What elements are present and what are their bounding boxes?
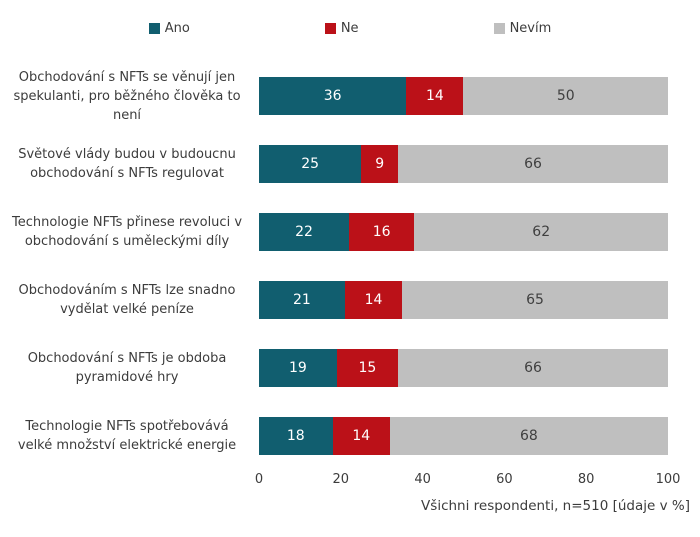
bar-track: 21 14 65 bbox=[259, 281, 668, 319]
legend-swatch-nevim bbox=[493, 23, 505, 34]
bar-value-label: 66 bbox=[524, 360, 542, 376]
chart-row: Světové vlády budou v budoucnu obchodová… bbox=[0, 130, 700, 198]
chart-footnote: Všichni respondenti, n=510 [údaje v %] bbox=[421, 498, 690, 514]
category-label: Obchodování s NFTs je obdoba pyramidové … bbox=[27, 351, 227, 385]
legend-label: Ano bbox=[164, 21, 190, 36]
bar-value-label: 36 bbox=[323, 88, 342, 104]
bar-segment-nevim: 65 bbox=[402, 281, 668, 319]
bar-track: 22 16 62 bbox=[259, 213, 668, 251]
bar-segment-ne: 15 bbox=[336, 349, 399, 387]
bar-value-label: 9 bbox=[375, 156, 385, 172]
x-axis-ticks: 0 20 40 60 80 100 bbox=[255, 472, 681, 489]
bar-segment-ano: 22 bbox=[259, 213, 349, 251]
bar-segment-nevim: 62 bbox=[414, 213, 668, 251]
bar-value-label: 68 bbox=[520, 428, 538, 444]
chart-legend: Ano Ne Nevím bbox=[0, 0, 700, 36]
category-label: Obchodováním s NFTs lze snadno vydělat v… bbox=[18, 283, 236, 317]
legend-item-ne: Ne bbox=[324, 21, 359, 36]
bar-segment-ne: 9 bbox=[361, 145, 399, 183]
bar-segment-ne: 14 bbox=[332, 417, 390, 455]
category-label: Technologie NFTs spotřebovává velké množ… bbox=[17, 419, 237, 453]
bar-segment-ne: 14 bbox=[406, 77, 464, 115]
bar-value-label: 66 bbox=[524, 156, 542, 172]
x-axis-spacer bbox=[0, 472, 252, 489]
x-axis-tick: 0 bbox=[254, 472, 264, 487]
bar-track: 18 14 68 bbox=[259, 417, 668, 455]
bar-value-label: 21 bbox=[293, 292, 311, 308]
legend-swatch-ano bbox=[148, 23, 160, 34]
bar-segment-ne: 16 bbox=[348, 213, 415, 251]
bar-value-label: 22 bbox=[295, 224, 313, 240]
bar-track: 19 15 66 bbox=[259, 349, 668, 387]
x-axis-tick: 100 bbox=[655, 472, 681, 487]
x-axis: 0 20 40 60 80 100 bbox=[0, 472, 700, 489]
bar-track: 25 9 66 bbox=[259, 145, 668, 183]
bar-value-label: 15 bbox=[358, 360, 377, 376]
bar-segment-nevim: 68 bbox=[389, 417, 668, 455]
bar-value-label: 14 bbox=[352, 428, 371, 444]
chart-row: Technologie NFTs přinese revoluci v obch… bbox=[0, 198, 700, 266]
legend-swatch-ne bbox=[324, 23, 336, 34]
bar-track: 36 14 50 bbox=[259, 77, 668, 115]
x-axis-tick: 80 bbox=[577, 472, 595, 487]
bar-value-label: 50 bbox=[556, 88, 575, 104]
bar-segment-nevim: 50 bbox=[463, 77, 668, 115]
x-axis-tick: 40 bbox=[414, 472, 431, 487]
bar-segment-ano: 25 bbox=[259, 145, 362, 183]
category-label: Technologie NFTs přinese revoluci v obch… bbox=[11, 215, 243, 249]
bar-segment-nevim: 66 bbox=[398, 145, 668, 183]
category-label: Obchodování s NFTs se věnují jen spekula… bbox=[13, 69, 241, 123]
bar-value-label: 19 bbox=[288, 360, 307, 376]
bar-value-label: 14 bbox=[364, 292, 383, 308]
bar-value-label: 65 bbox=[526, 292, 544, 308]
legend-label: Ne bbox=[340, 21, 359, 36]
bar-segment-ano: 18 bbox=[259, 417, 333, 455]
legend-label: Nevím bbox=[509, 21, 552, 36]
chart-row: Obchodováním s NFTs lze snadno vydělat v… bbox=[0, 266, 700, 334]
bar-segment-ano: 19 bbox=[259, 349, 337, 387]
x-axis-tick: 20 bbox=[332, 472, 350, 487]
bar-segment-ano: 36 bbox=[259, 77, 407, 115]
legend-item-ano: Ano bbox=[148, 21, 190, 36]
bar-segment-nevim: 66 bbox=[398, 349, 668, 387]
bar-segment-ne: 14 bbox=[344, 281, 403, 319]
bar-value-label: 18 bbox=[286, 428, 305, 444]
bar-segment-ano: 21 bbox=[259, 281, 345, 319]
chart-row: Obchodování s NFTs se věnují jen spekula… bbox=[0, 62, 700, 130]
chart-row: Obchodování s NFTs je obdoba pyramidové … bbox=[0, 334, 700, 402]
chart-rows: Obchodování s NFTs se věnují jen spekula… bbox=[0, 62, 700, 470]
bar-value-label: 14 bbox=[425, 88, 444, 104]
chart-row: Technologie NFTs spotřebovává velké množ… bbox=[0, 402, 700, 470]
bar-value-label: 25 bbox=[301, 156, 320, 172]
category-label: Světové vlády budou v budoucnu obchodová… bbox=[18, 147, 236, 181]
bar-value-label: 62 bbox=[532, 224, 551, 240]
legend-item-nevim: Nevím bbox=[493, 21, 552, 36]
bar-value-label: 16 bbox=[372, 224, 391, 240]
x-axis-tick: 60 bbox=[496, 472, 513, 487]
